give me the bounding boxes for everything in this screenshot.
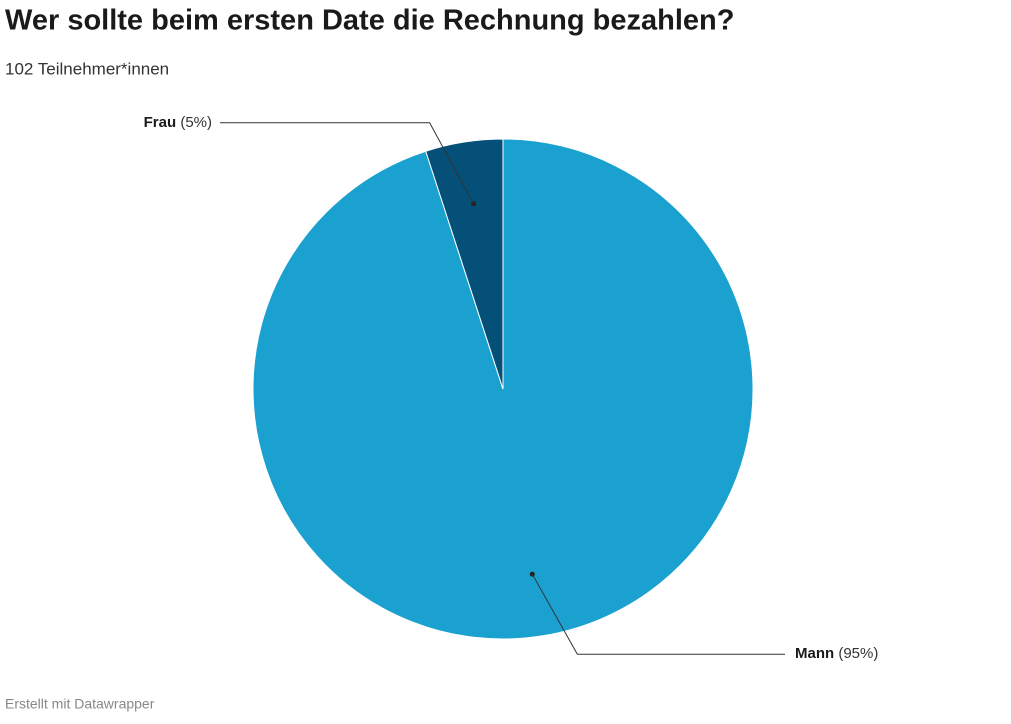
slice-category: Frau — [144, 114, 177, 131]
slice-value: (5%) — [180, 114, 212, 131]
slice-category: Mann — [795, 645, 834, 662]
slice-value: (95%) — [838, 645, 878, 662]
slice-label: Frau (5%) — [144, 114, 212, 131]
leader-line — [220, 122, 475, 205]
chart-title: Wer sollte beim ersten Date die Rechnung… — [5, 5, 734, 37]
credit: Erstellt mit Datawrapper — [5, 696, 155, 712]
chart-subtitle: 102 Teilnehmer*innen — [5, 59, 169, 78]
slice-label: Mann (95%) — [795, 645, 878, 662]
leader-line — [531, 573, 785, 655]
pie-slice — [425, 138, 504, 390]
